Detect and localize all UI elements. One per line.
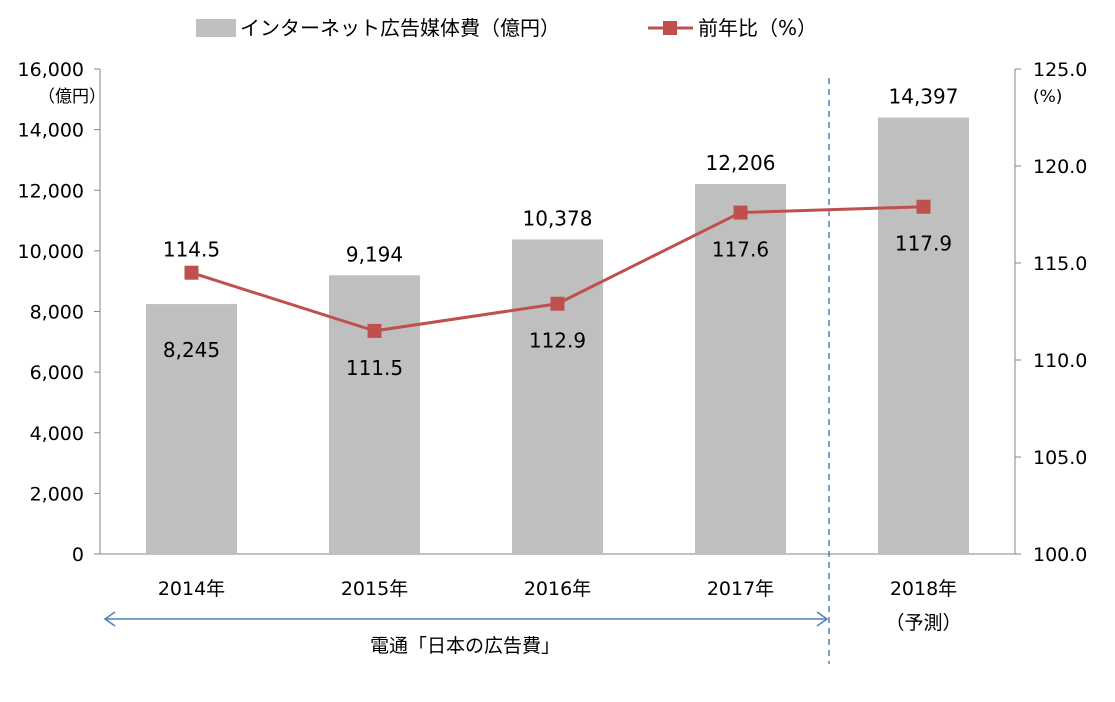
line-marker	[733, 205, 748, 220]
right-axis-ticks: 100.0 105.0 110.0 115.0 120.0 125.0	[1015, 59, 1087, 566]
x-axis-tick-label: 2016年	[524, 578, 591, 600]
source-range-label: 電通「日本の広告費」	[370, 635, 560, 657]
x-axis-tick-label: 2015年	[341, 578, 408, 600]
bar	[878, 117, 969, 554]
legend-bar-label: インターネット広告媒体費（億円）	[240, 16, 560, 40]
left-axis-tick-label: 0	[72, 544, 84, 566]
left-axis-ticks: 0 2,000 4,000 6,000 8,000 10,000 12,000 14,000 1…	[18, 59, 100, 566]
bar-data-label: 12,206	[706, 151, 776, 175]
left-axis-unit-label: （億円）	[38, 87, 106, 107]
line-data-labels: 114.5 111.5 112.9 117.6 117.9	[163, 232, 952, 380]
bar	[695, 184, 786, 555]
left-axis-tick-label: 2,000	[30, 483, 84, 505]
line-marker	[367, 323, 382, 338]
x-axis-tick-labels: 2014年 2015年 2016年 2017年 2018年 （予測）	[158, 578, 962, 634]
right-axis-tick-label: 115.0	[1033, 253, 1087, 275]
line-data-label: 112.9	[529, 329, 586, 353]
left-axis-tick-label: 16,000	[18, 59, 84, 81]
left-axis-tick-label: 10,000	[18, 241, 84, 263]
legend-bar-swatch	[196, 19, 236, 37]
line-data-label: 111.5	[346, 356, 403, 380]
line-marker	[916, 199, 931, 214]
line-data-label: 117.9	[895, 232, 952, 256]
range-arrow-right-head	[816, 611, 829, 627]
x-axis-tick-label: 2014年	[158, 578, 225, 600]
legend-line-marker	[663, 21, 677, 35]
right-axis-tick-label: 110.0	[1033, 350, 1087, 372]
x-axis-tick-label: 2018年	[890, 578, 957, 600]
source-range-arrow	[103, 611, 829, 627]
line-marker	[184, 265, 199, 280]
bar-data-label: 9,194	[346, 242, 403, 266]
legend: インターネット広告媒体費（億円） 前年比（%）	[196, 16, 817, 40]
legend-line-label: 前年比（%）	[698, 16, 817, 40]
bar-data-label: 10,378	[523, 206, 593, 230]
x-axis-tick-sublabel: （予測）	[885, 612, 961, 634]
right-axis-tick-label: 125.0	[1033, 59, 1087, 81]
x-axis-tick-label: 2017年	[707, 578, 774, 600]
bar	[512, 239, 603, 554]
left-axis-tick-label: 6,000	[30, 362, 84, 384]
bar	[146, 304, 237, 554]
left-axis-tick-label: 4,000	[30, 423, 84, 445]
right-axis-tick-label: 100.0	[1033, 544, 1087, 566]
right-axis-unit-label: (%)	[1033, 87, 1062, 107]
range-arrow-left-head	[103, 611, 116, 627]
right-axis-tick-label: 120.0	[1033, 156, 1087, 178]
line-series	[184, 199, 931, 338]
left-axis-tick-label: 14,000	[18, 120, 84, 142]
left-axis-tick-label: 12,000	[18, 180, 84, 202]
left-axis-tick-label: 8,000	[30, 302, 84, 324]
right-axis-tick-label: 105.0	[1033, 447, 1087, 469]
line-data-label: 114.5	[163, 238, 220, 262]
bar	[329, 275, 420, 554]
bar-series	[146, 117, 969, 555]
line-marker	[550, 296, 565, 311]
bar-data-labels: 8,245 9,194 10,378 12,206 14,397	[163, 85, 959, 362]
bar-data-label: 14,397	[889, 85, 959, 109]
line-data-label: 117.6	[712, 238, 769, 262]
bar-data-label: 8,245	[163, 338, 220, 362]
